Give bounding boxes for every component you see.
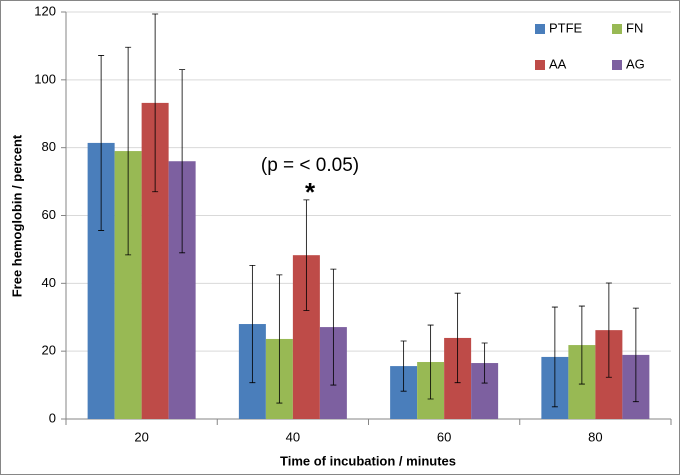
- annotation: *: [305, 177, 316, 207]
- y-tick-label: 20: [42, 343, 56, 358]
- error-bar: [249, 264, 256, 384]
- legend-label: FN: [626, 20, 643, 35]
- x-tick-label: 20: [134, 429, 148, 444]
- error-bar: [125, 46, 132, 256]
- legend-swatch: [612, 24, 622, 34]
- error-bar: [551, 306, 558, 408]
- legend-label: AG: [626, 56, 645, 71]
- error-bar: [481, 342, 488, 384]
- error-bar: [605, 282, 612, 378]
- x-tick-label: 80: [588, 429, 602, 444]
- legend-label: AA: [549, 56, 567, 71]
- y-tick-label: 40: [42, 275, 56, 290]
- error-bar: [303, 199, 310, 311]
- annotation: (p = < 0.05): [261, 155, 359, 176]
- y-tick-label: 120: [34, 3, 56, 18]
- legend-swatch: [535, 60, 545, 70]
- error-bar: [98, 55, 105, 231]
- error-bar: [578, 305, 585, 385]
- y-tick-label: 0: [49, 410, 56, 425]
- y-axis-title: Free hemoglobin / percent: [9, 134, 24, 297]
- error-bar: [632, 307, 639, 403]
- y-tick-label: 100: [34, 71, 56, 86]
- legend-swatch: [612, 60, 622, 70]
- legend-swatch: [535, 24, 545, 34]
- error-bar: [152, 13, 159, 193]
- error-bar: [276, 274, 283, 404]
- error-bar: [427, 324, 434, 400]
- legend-label: PTFE: [549, 20, 583, 35]
- x-tick-label: 60: [437, 429, 451, 444]
- x-tick-label: 40: [286, 429, 300, 444]
- error-bar: [454, 292, 461, 384]
- error-bar: [330, 268, 337, 386]
- error-bar: [179, 69, 186, 254]
- y-tick-label: 60: [42, 207, 56, 222]
- x-axis-title: Time of incubation / minutes: [280, 453, 456, 468]
- error-bar: [400, 340, 407, 392]
- y-tick-label: 80: [42, 139, 56, 154]
